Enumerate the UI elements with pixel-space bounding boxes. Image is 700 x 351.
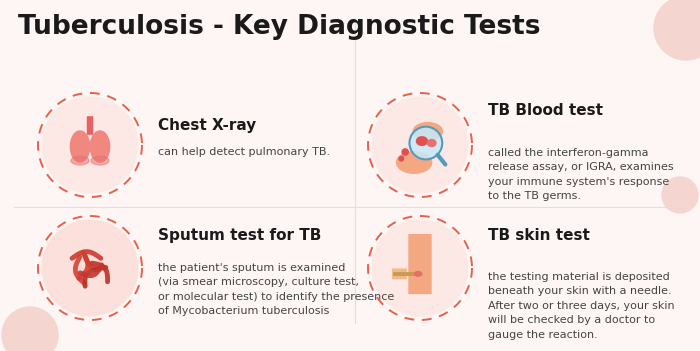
FancyBboxPatch shape [409,235,431,293]
Ellipse shape [90,131,110,162]
Circle shape [399,156,404,161]
Text: TB skin test: TB skin test [488,228,590,243]
Circle shape [654,0,700,60]
Circle shape [42,220,138,316]
Text: Chest X-ray: Chest X-ray [158,118,256,133]
Ellipse shape [414,272,421,276]
FancyBboxPatch shape [426,235,430,251]
Text: TB Blood test: TB Blood test [488,103,603,118]
Circle shape [372,220,468,316]
FancyBboxPatch shape [421,235,425,251]
Ellipse shape [91,156,109,165]
Text: the patient's sputum is examined
(via smear microscopy, culture test,
or molecul: the patient's sputum is examined (via sm… [158,263,394,316]
Circle shape [2,307,58,351]
FancyBboxPatch shape [415,235,419,251]
Text: the testing material is deposited
beneath your skin with a needle.
After two or : the testing material is deposited beneat… [488,272,675,340]
Ellipse shape [397,152,432,173]
Circle shape [42,97,138,193]
Circle shape [410,127,442,159]
Ellipse shape [413,122,442,140]
Text: Tuberculosis - Key Diagnostic Tests: Tuberculosis - Key Diagnostic Tests [18,14,540,40]
FancyBboxPatch shape [393,269,407,279]
Circle shape [372,97,468,193]
Text: can help detect pulmonary TB.: can help detect pulmonary TB. [158,147,330,157]
Ellipse shape [416,137,428,145]
Ellipse shape [428,140,436,147]
Text: Sputum test for TB: Sputum test for TB [158,228,321,243]
FancyBboxPatch shape [88,117,92,134]
FancyBboxPatch shape [410,235,414,251]
Circle shape [662,177,698,213]
Ellipse shape [71,156,89,165]
Ellipse shape [70,131,90,162]
Circle shape [402,149,408,155]
Text: called the interferon-gamma
release assay, or IGRA, examines
your immune system': called the interferon-gamma release assa… [488,148,673,201]
